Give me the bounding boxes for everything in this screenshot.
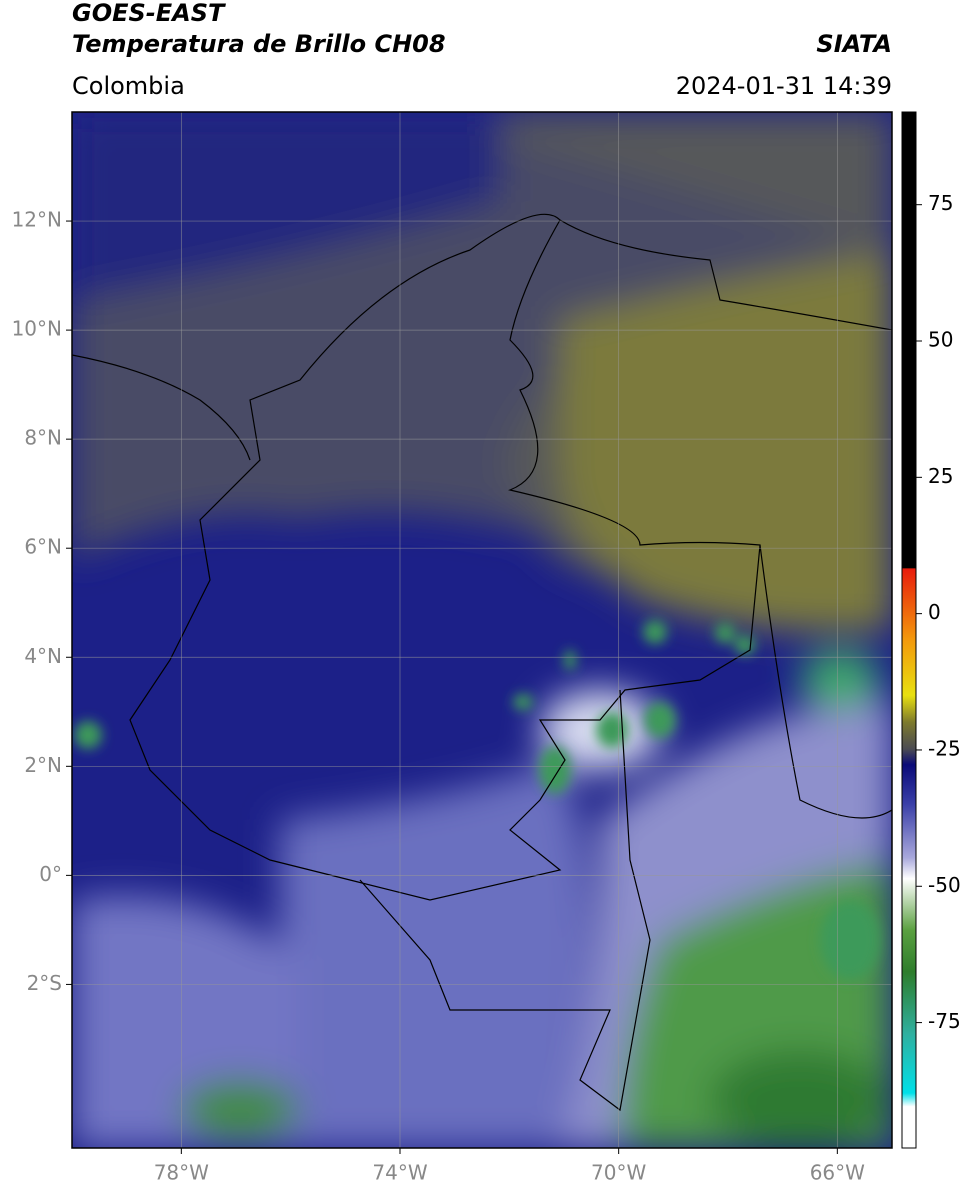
y-tick-label: 10°N <box>12 317 62 341</box>
subtitle: Temperatura de Brillo CH08 <box>72 30 446 58</box>
colorbar-tick-label: -75 <box>928 1009 961 1033</box>
y-tick-label: 4°N <box>24 644 62 668</box>
colorbar-tick-label: 75 <box>928 191 953 215</box>
colorbar-tick-label: 0 <box>928 600 941 624</box>
y-tick-label: 6°N <box>24 535 62 559</box>
y-tick-label: 12°N <box>12 208 62 232</box>
satellite-image <box>72 112 892 1148</box>
colorbar <box>901 111 917 1149</box>
map-frame <box>71 111 893 1149</box>
source: SIATA <box>816 30 892 58</box>
colorbar-tick-label: 50 <box>928 328 953 352</box>
graticule <box>72 112 892 1148</box>
y-tick-label: 8°N <box>24 426 62 450</box>
colorbar-tick-label: 25 <box>928 464 953 488</box>
y-tick-label: 2°N <box>24 753 62 777</box>
x-tick-label: 70°W <box>591 1161 646 1185</box>
y-tick-label: 0° <box>39 862 62 886</box>
datetime: 2024-01-31 14:39 <box>676 72 892 100</box>
colorbar-tick-label: -25 <box>928 736 961 760</box>
title: GOES-EAST <box>72 0 226 27</box>
y-tick-label: 2°S <box>27 971 62 995</box>
x-tick-label: 78°W <box>154 1161 209 1185</box>
x-tick-label: 74°W <box>372 1161 427 1185</box>
region: Colombia <box>72 72 185 100</box>
x-tick-label: 66°W <box>810 1161 865 1185</box>
colorbar-tick-label: -50 <box>928 873 961 897</box>
